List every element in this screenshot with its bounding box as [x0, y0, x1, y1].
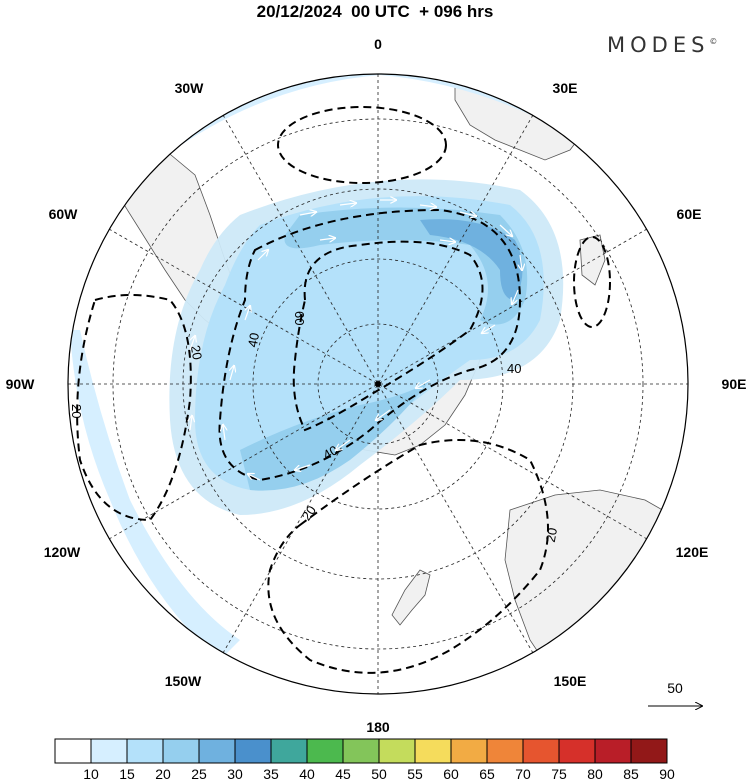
colorbar-tick-label: 10 [83, 766, 99, 782]
colorbar-tick-label: 40 [299, 766, 315, 782]
map-title: 20/12/2024 00 UTC + 096 hrs [256, 2, 494, 21]
lon-label-90w: 90W [6, 376, 36, 392]
contour-label-40c: 40 [507, 361, 521, 376]
contour-20-west [76, 294, 192, 522]
contour-60 [292, 240, 484, 432]
contour-20-ne [573, 236, 611, 328]
reference-vector: 50 [648, 680, 702, 706]
contour-40 [218, 208, 522, 482]
colorbar-swatch [234, 738, 272, 764]
colorbar-swatch [162, 738, 200, 764]
colorbar-swatch [630, 738, 668, 764]
colorbar-tick-label: 70 [515, 766, 531, 782]
colorbar-swatch [522, 738, 560, 764]
colorbar-tick-label: 90 [659, 766, 675, 782]
graticule [68, 74, 688, 694]
lon-label-90e: 90E [722, 376, 747, 392]
colorbar-swatch [270, 738, 308, 764]
new-zealand-land [391, 569, 431, 626]
colorbar-swatch [414, 738, 452, 764]
colorbar-swatch [378, 738, 416, 764]
colorbar-tick-label: 45 [335, 766, 351, 782]
colorbar-tick-label: 15 [119, 766, 135, 782]
contour-20-east [267, 439, 549, 674]
contour-labels: 60 40 40 40 20 20 20 20 [69, 311, 560, 543]
colorbar-tick-label: 35 [263, 766, 279, 782]
colorbar-tick-label: 25 [191, 766, 207, 782]
colorbar-swatch [198, 738, 236, 764]
colorbar-swatch [126, 738, 164, 764]
brand-logo: MODES© [607, 33, 718, 57]
colorbar-tick-label: 30 [227, 766, 243, 782]
colorbar-tick-label: 55 [407, 766, 423, 782]
wind-speed-shading [70, 74, 610, 660]
lon-label-0: 0 [374, 36, 382, 52]
colorbar-tick-label: 85 [623, 766, 639, 782]
colorbar-tick-label: 65 [479, 766, 495, 782]
shade-15-20 [195, 196, 544, 491]
contour-label-20d: 20 [543, 527, 560, 544]
colorbar-tick-label: 60 [443, 766, 459, 782]
shade-20-25-b [240, 380, 430, 491]
colorbar-swatch [342, 738, 380, 764]
contour-label-20b: 20 [69, 404, 84, 418]
colorbar-tick-label: 20 [155, 766, 171, 782]
colorbar: 10 15 20 25 30 35 40 45 50 55 60 65 70 75 80 85 90 [54, 738, 675, 782]
colorbar-swatch [90, 738, 128, 764]
colorbar-tick-label: 75 [551, 766, 567, 782]
colorbar-swatch [450, 738, 488, 764]
lon-label-60w: 60W [49, 206, 79, 222]
lon-label-60e: 60E [677, 206, 702, 222]
contour-label-20c: 20 [299, 503, 320, 523]
lon-label-180: 180 [366, 719, 390, 735]
wind-vectors [190, 200, 522, 481]
colorbar-swatch [594, 738, 632, 764]
contour-label-60: 60 [292, 311, 307, 325]
lon-label-150e: 150E [554, 673, 587, 689]
reference-vector-label: 50 [667, 680, 683, 696]
australia-land [504, 489, 688, 691]
map-border [67, 73, 689, 695]
lon-label-120w: 120W [44, 544, 81, 560]
contour-20-north [277, 106, 447, 184]
pole-marker [375, 381, 381, 387]
shade-25-30 [420, 219, 523, 300]
lon-label-150w: 150W [165, 673, 202, 689]
colorbar-swatch [54, 738, 92, 764]
colorbar-tick-label: 50 [371, 766, 387, 782]
longitude-labels: 0 30E 60E 90E 120E 150E 180 150W 120W 90… [6, 36, 747, 735]
lon-label-30e: 30E [553, 80, 578, 96]
colorbar-swatch [306, 738, 344, 764]
lon-label-120e: 120E [676, 544, 709, 560]
contour-label-40a: 40 [245, 332, 262, 349]
tropical-band [70, 330, 240, 660]
lon-label-30w: 30W [175, 80, 205, 96]
contours [76, 106, 611, 674]
colorbar-swatch [486, 738, 524, 764]
contour-label-20a: 20 [188, 344, 205, 361]
colorbar-swatch [558, 738, 596, 764]
colorbar-tick-label: 80 [587, 766, 603, 782]
